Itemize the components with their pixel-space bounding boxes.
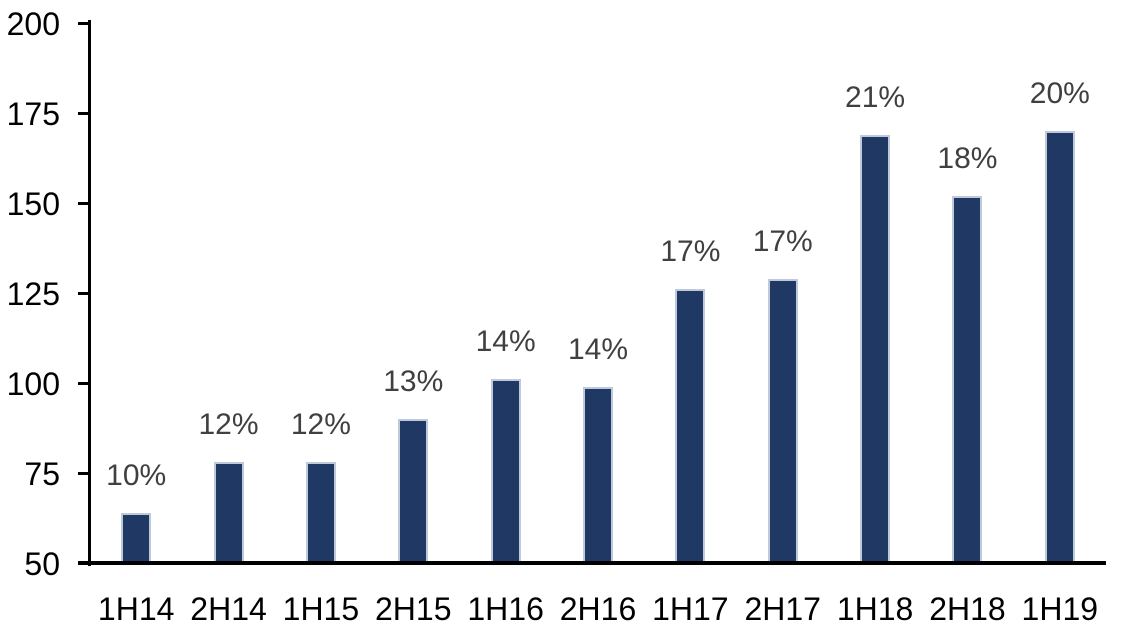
bar-value-label: 12%: [290, 408, 351, 442]
bar: [121, 512, 152, 563]
bar-value-label: 17%: [752, 224, 813, 258]
bar-value-label: 12%: [198, 408, 259, 442]
x-tick-label: 1H18: [836, 591, 914, 627]
y-tick-label: 50: [24, 546, 60, 582]
y-tick-label: 175: [6, 96, 60, 132]
y-axis-tick: [78, 381, 90, 385]
bar: [1044, 131, 1075, 563]
y-tick-label: 75: [24, 456, 60, 492]
bar: [305, 462, 336, 563]
bar-value-label: 10%: [106, 458, 167, 492]
y-tick-label: 100: [6, 366, 60, 402]
bar: [860, 134, 891, 563]
bar: [675, 289, 706, 563]
y-axis-tick: [78, 471, 90, 475]
bar-value-label: 18%: [937, 141, 998, 175]
bar: [952, 195, 983, 563]
y-tick-label: 125: [6, 276, 60, 312]
bar: [398, 419, 429, 563]
bar: [583, 386, 613, 563]
y-tick-label: 150: [6, 186, 60, 222]
y-axis-tick: [78, 21, 90, 25]
x-axis-line: [78, 561, 1106, 565]
x-tick-label: 1H14: [97, 591, 175, 627]
y-axis-tick: [78, 291, 90, 295]
x-tick-label: 2H18: [929, 591, 1006, 627]
x-tick-label: 1H17: [652, 591, 729, 627]
bar-value-label: 14%: [567, 332, 629, 366]
bar-value-label: 14%: [475, 325, 536, 359]
bar: [490, 379, 521, 563]
x-tick-label: 1H16: [467, 591, 544, 627]
x-tick-label: 1H19: [1021, 591, 1099, 627]
bar: [213, 462, 244, 563]
y-axis-tick: [78, 111, 90, 115]
x-tick-label: 1H15: [282, 591, 360, 627]
bar-value-label: 17%: [660, 235, 721, 269]
x-tick-label: 2H16: [559, 591, 637, 627]
bar-value-label: 21%: [845, 80, 906, 114]
y-axis-tick: [78, 201, 90, 205]
x-tick-label: 2H15: [375, 591, 452, 627]
bar-value-label: 13%: [383, 365, 444, 398]
y-axis-line: [88, 20, 91, 566]
y-tick-label: 200: [6, 6, 60, 42]
bar-value-label: 20%: [1029, 77, 1090, 110]
x-tick-label: 2H14: [190, 591, 267, 627]
x-tick-label: 2H17: [744, 591, 821, 627]
bar: [767, 278, 798, 563]
